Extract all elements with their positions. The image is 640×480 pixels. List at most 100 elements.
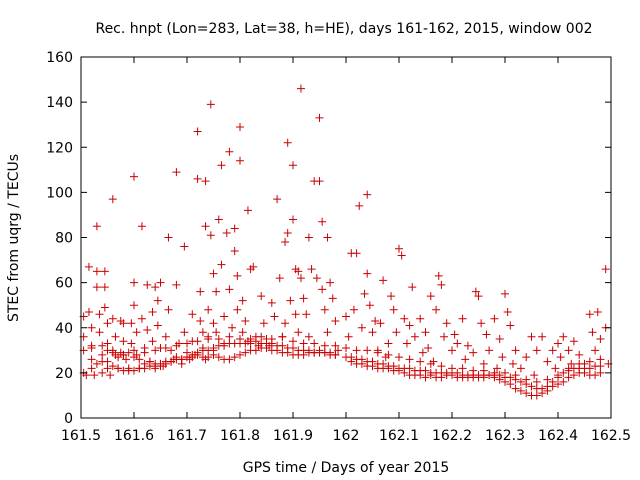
data-point xyxy=(127,319,136,328)
data-point xyxy=(289,215,297,224)
data-point xyxy=(501,289,509,298)
data-point xyxy=(402,339,411,348)
data-point xyxy=(532,391,541,400)
data-point xyxy=(90,371,99,380)
data-point xyxy=(554,339,562,348)
data-point xyxy=(122,355,131,364)
data-point xyxy=(278,341,287,350)
data-point xyxy=(130,346,138,355)
data-point xyxy=(434,271,443,280)
data-point xyxy=(283,138,292,147)
data-point xyxy=(164,233,173,242)
data-point xyxy=(108,362,117,371)
data-point xyxy=(397,251,406,260)
data-point xyxy=(273,195,282,204)
data-point xyxy=(92,267,101,276)
data-point xyxy=(376,319,385,328)
data-point xyxy=(241,348,250,357)
data-point xyxy=(238,328,247,337)
data-point xyxy=(516,377,525,386)
data-point xyxy=(559,332,568,341)
data-point xyxy=(214,215,223,224)
x-tick-label: 162.2 xyxy=(432,428,472,444)
data-point xyxy=(530,371,539,380)
data-point xyxy=(167,357,176,366)
data-point xyxy=(98,341,107,350)
data-point xyxy=(198,328,207,337)
data-point xyxy=(119,366,128,375)
data-point xyxy=(289,337,297,346)
data-point xyxy=(588,328,597,337)
data-point xyxy=(193,174,202,183)
data-point xyxy=(342,344,350,353)
data-point xyxy=(119,337,128,346)
data-point xyxy=(538,332,547,341)
data-point xyxy=(508,359,517,368)
data-point xyxy=(130,278,138,287)
data-point xyxy=(95,310,104,319)
data-point xyxy=(148,307,157,316)
data-point xyxy=(143,326,152,335)
data-point xyxy=(135,355,144,364)
data-point xyxy=(416,357,425,366)
data-point xyxy=(493,364,502,373)
data-point xyxy=(421,373,430,382)
data-point xyxy=(212,287,221,296)
plot-frame xyxy=(80,56,612,419)
data-point xyxy=(172,168,181,177)
data-point xyxy=(352,249,361,258)
data-point xyxy=(363,190,372,199)
y-tick-label: 100 xyxy=(46,185,73,201)
data-point xyxy=(299,294,308,303)
data-point xyxy=(342,312,350,321)
data-point xyxy=(490,314,499,323)
data-point xyxy=(204,353,213,362)
data-point xyxy=(132,328,141,337)
data-point xyxy=(225,332,234,341)
data-point xyxy=(267,298,276,307)
data-point xyxy=(395,353,403,362)
x-tick-label: 161.7 xyxy=(167,428,207,444)
data-point xyxy=(119,319,128,328)
data-point xyxy=(92,283,101,292)
data-point xyxy=(363,346,372,355)
data-point xyxy=(458,314,467,323)
data-point xyxy=(217,260,226,269)
data-point xyxy=(233,271,242,280)
data-point xyxy=(527,382,536,391)
data-point xyxy=(172,280,181,289)
data-point xyxy=(482,330,491,339)
data-point xyxy=(448,364,456,373)
y-tick-label: 120 xyxy=(46,140,73,156)
data-point xyxy=(368,328,377,337)
data-point xyxy=(124,364,133,373)
y-tick-label: 60 xyxy=(55,276,73,292)
data-point xyxy=(585,310,594,319)
data-point xyxy=(98,357,107,366)
data-point xyxy=(323,328,332,337)
data-point xyxy=(294,328,303,337)
data-point xyxy=(320,348,329,357)
data-point xyxy=(296,274,305,283)
data-point xyxy=(209,269,218,278)
data-point xyxy=(140,348,149,357)
data-point xyxy=(556,353,565,362)
data-point xyxy=(506,380,515,389)
data-point xyxy=(355,201,364,210)
data-points xyxy=(79,84,613,400)
data-point xyxy=(114,353,123,362)
data-point xyxy=(233,305,242,314)
y-tick-label: 160 xyxy=(46,50,73,66)
data-point xyxy=(506,373,515,382)
data-point xyxy=(257,292,266,301)
data-point xyxy=(593,307,602,316)
data-point xyxy=(108,195,117,204)
data-point xyxy=(331,341,340,350)
data-point xyxy=(363,269,372,278)
data-point xyxy=(479,366,488,375)
data-point xyxy=(236,335,244,344)
data-point xyxy=(307,265,316,274)
data-point xyxy=(450,330,459,339)
data-point xyxy=(222,228,231,237)
y-tick-label: 20 xyxy=(55,366,73,382)
